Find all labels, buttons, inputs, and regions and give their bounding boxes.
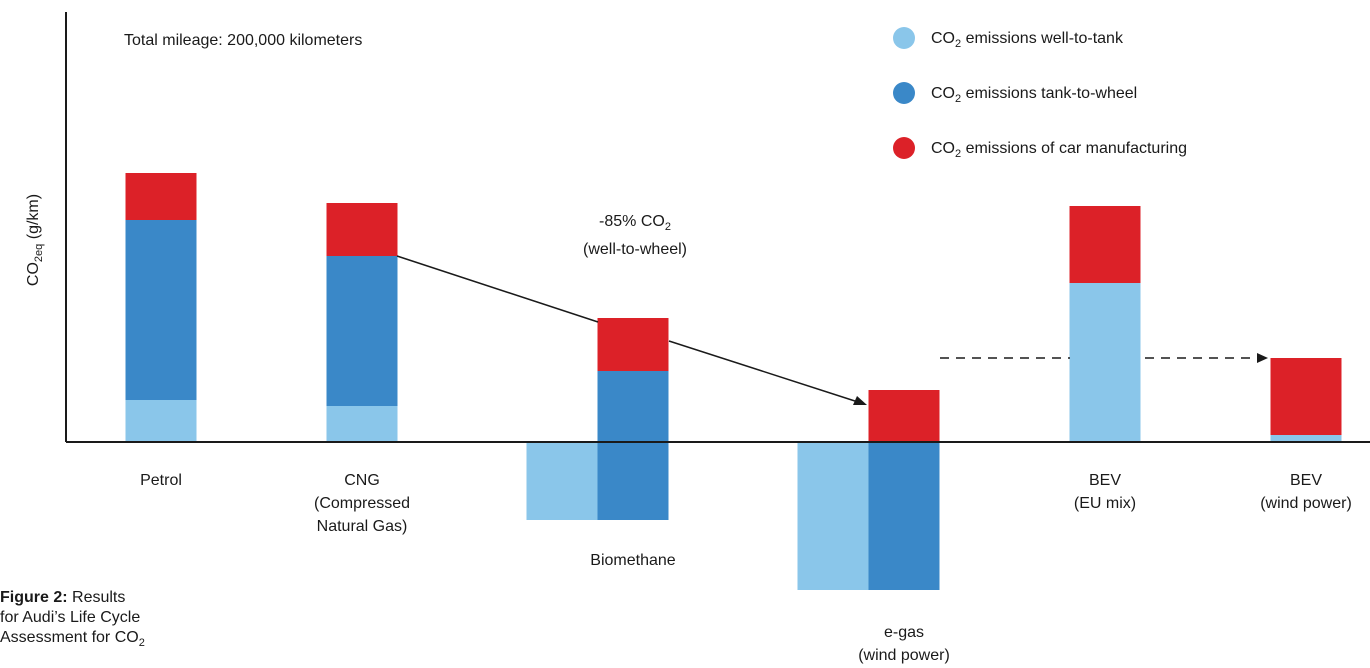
bar-ttw-1-1 (326, 256, 398, 406)
bar-mfg-3-2 (868, 390, 940, 442)
caption-line2: for Audi’s Life Cycle (0, 609, 141, 626)
bar-ttw-3-1 (868, 442, 940, 590)
bar-mfg-5-1 (1270, 358, 1342, 435)
x-tick-label-4-1: (EU mix) (1074, 495, 1136, 512)
legend-label-ttw: CO2 emissions tank-to-wheel (931, 85, 1137, 105)
bar-wtt-0-0 (125, 400, 197, 442)
legend-marker-ttw (893, 82, 915, 104)
figure-caption: Figure 2: Results for Audi’s Life Cycle … (0, 588, 230, 653)
caption-line3-sub: 2 (138, 637, 145, 650)
caption-line3: Assessment for CO (0, 629, 139, 646)
bar-mfg-2-3 (597, 318, 669, 371)
x-tick-label-1-0: CNG (344, 472, 380, 489)
legend: CO2 emissions well-to-tank CO2 emissions … (893, 27, 1187, 160)
x-tick-label-1-1: (Compressed (314, 495, 410, 512)
x-tick-labels: Petrol CNG (Compressed Natural Gas) Biometha… (140, 472, 1352, 664)
bar-wtt-3-0 (797, 442, 869, 590)
legend-label-wtt: CO2 emissions well-to-tank (931, 30, 1124, 50)
legend-marker-wtt (893, 27, 915, 49)
bars-layer (125, 173, 1342, 590)
svg-text:(well-to-wheel): (well-to-wheel) (583, 241, 687, 258)
caption-line1: Results (67, 589, 126, 606)
mileage-note: Total mileage: 200,000 kilometers (124, 32, 362, 49)
bar-wtt-2-0 (526, 442, 598, 520)
bar-mfg-4-1 (1069, 206, 1141, 283)
bar-wtt-1-0 (326, 406, 398, 442)
x-tick-label-2-0: Biomethane (590, 552, 675, 569)
x-tick-label-0-0: Petrol (140, 472, 182, 489)
x-tick-label-1-2: Natural Gas) (317, 518, 408, 535)
x-tick-label-4-0: BEV (1089, 472, 1121, 489)
bar-mfg-1-2 (326, 203, 398, 256)
caption-bold: Figure 2: (0, 589, 68, 606)
trend-arrow (396, 255, 867, 405)
bar-wtt-4-0 (1069, 283, 1141, 442)
bar-mfg-0-2 (125, 173, 197, 220)
reduction-annotation: -85% CO2 (well-to-wheel) (583, 213, 687, 258)
x-tick-label-3-1: (wind power) (858, 647, 950, 664)
y-axis-label: CO2eq (g/km) (25, 194, 45, 286)
svg-text:-85% CO2: -85% CO2 (599, 213, 671, 233)
x-tick-label-3-0: e-gas (884, 624, 924, 641)
bar-wtt-5-0 (1270, 435, 1342, 442)
x-tick-label-5-0: BEV (1290, 472, 1322, 489)
legend-label-mfg: CO2 emissions of car manufacturing (931, 140, 1187, 160)
legend-marker-mfg (893, 137, 915, 159)
bar-ttw-0-1 (125, 220, 197, 400)
bar-ttw-2-1 (597, 371, 669, 442)
bev-comparison-arrow (940, 353, 1268, 363)
x-tick-label-5-1: (wind power) (1260, 495, 1352, 512)
bar-ttw-2-2 (597, 442, 669, 520)
